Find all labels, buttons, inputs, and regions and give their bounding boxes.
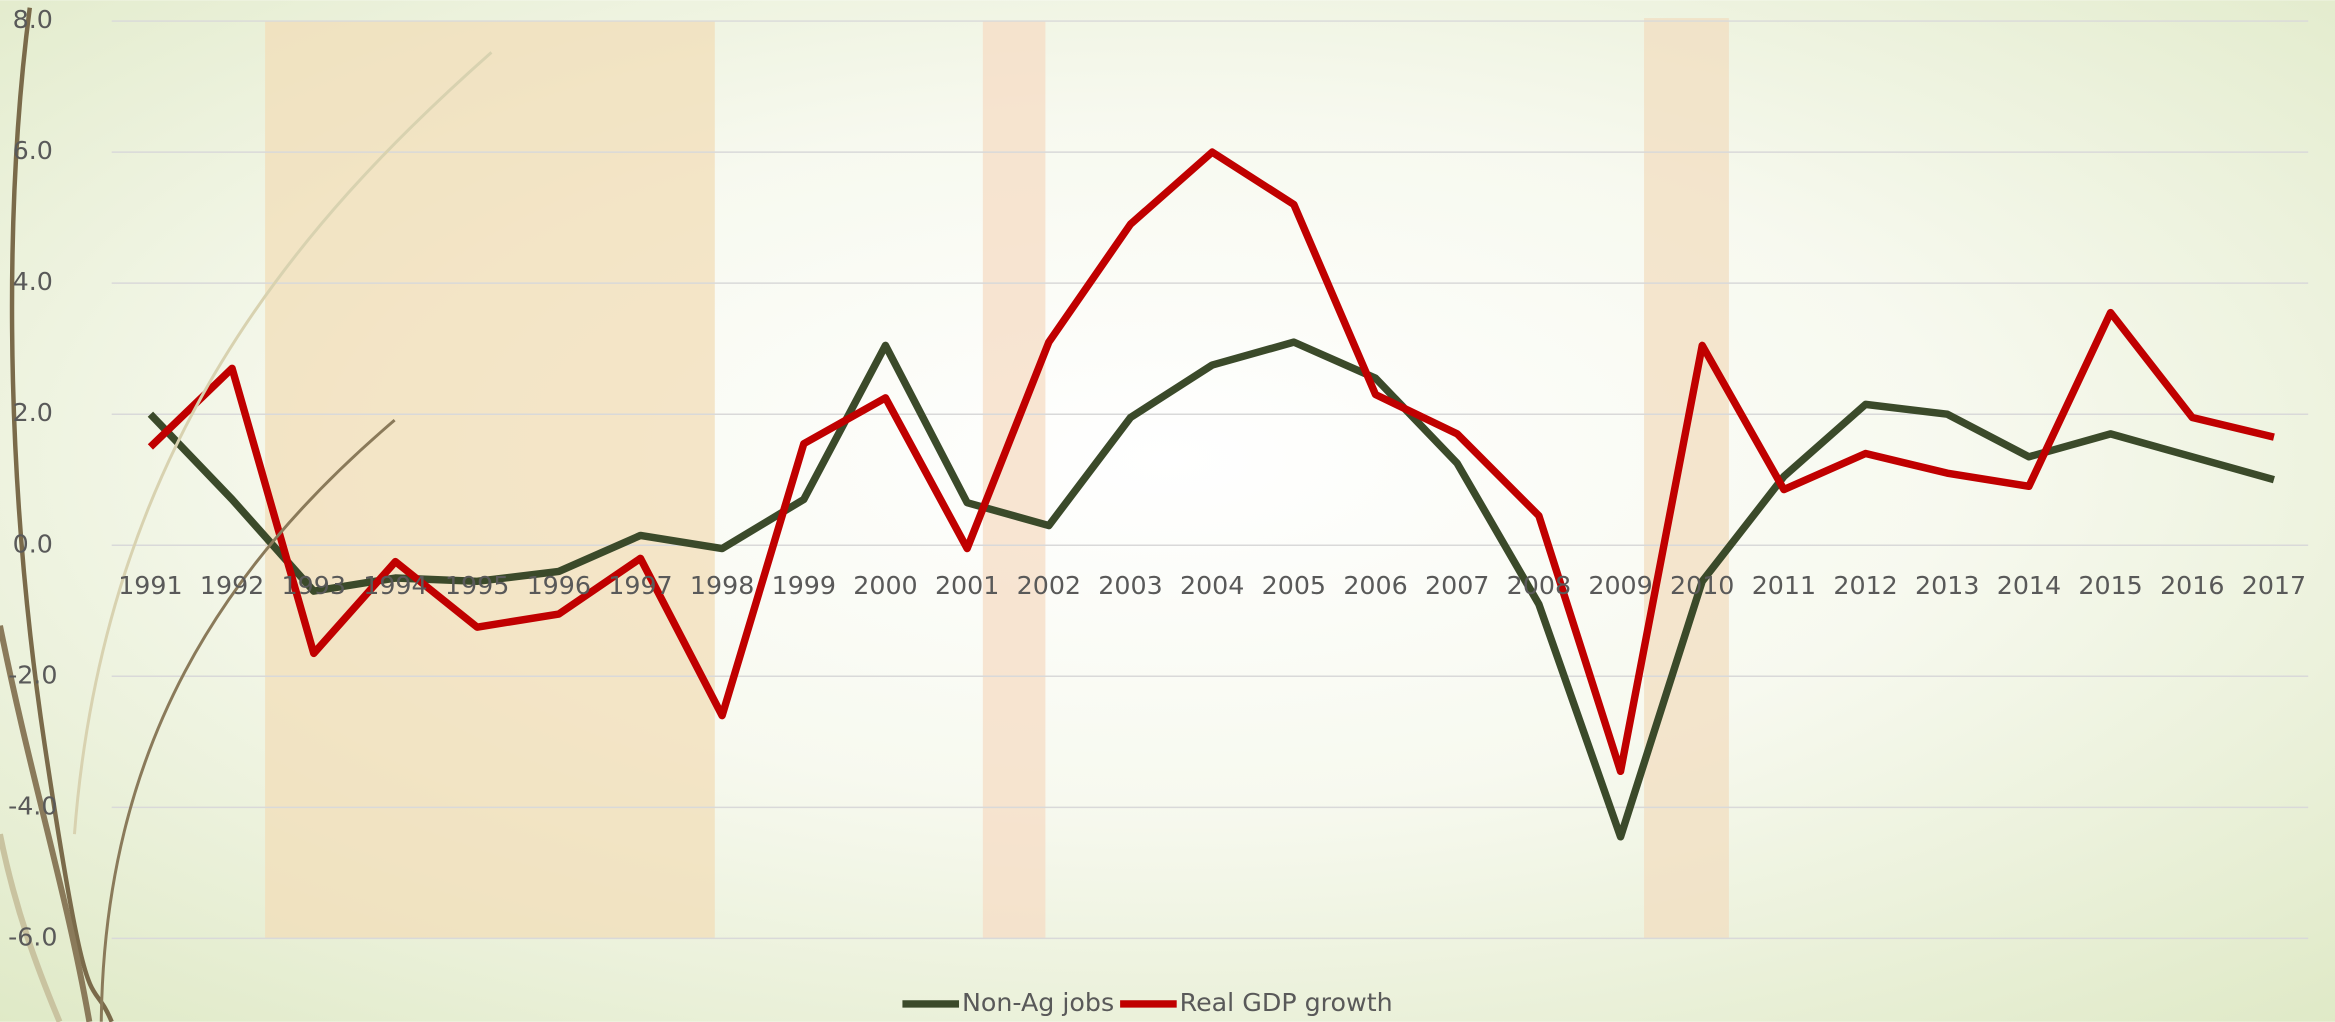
x-tick-label: 2005 [1262, 571, 1326, 600]
series-line [147, 338, 2275, 841]
x-tick-label: 2016 [2160, 571, 2224, 600]
x-tick-label: 2017 [2242, 571, 2306, 600]
y-tick-label: -4.0 [8, 791, 57, 820]
x-tick-label: 2011 [1752, 571, 1816, 600]
legend-label: Non-Ag jobs [962, 988, 1114, 1017]
legend: Non-Ag jobs Real GDP growth [902, 988, 1393, 1017]
x-tick-label: 1992 [200, 571, 264, 600]
shaded-period [265, 21, 715, 939]
x-tick-label: 1995 [445, 571, 509, 600]
legend-label: Real GDP growth [1180, 988, 1393, 1017]
decoration [72, 51, 493, 835]
y-tick-label: 6.0 [13, 136, 53, 165]
x-tick-label: 2007 [1425, 571, 1489, 600]
x-tick-label: 1993 [282, 571, 346, 600]
x-tick-label: 2014 [1997, 571, 2061, 600]
y-tick-label: 8.0 [13, 5, 53, 34]
x-tick-label: 2010 [1670, 571, 1734, 600]
x-tick-label: 1991 [118, 571, 182, 600]
x-tick-label: 2009 [1588, 571, 1652, 600]
series-line [147, 148, 2275, 776]
decoration [9, 7, 114, 1022]
x-tick-label: 2013 [1915, 571, 1979, 600]
x-tick-label: 2008 [1507, 571, 1571, 600]
lines [147, 148, 2275, 841]
decoration [99, 419, 396, 1022]
shaded-period [1644, 18, 1729, 939]
x-tick-label: 2001 [935, 571, 999, 600]
y-tick-label: 4.0 [13, 267, 53, 296]
x-tick-label: 2012 [1833, 571, 1897, 600]
y-tick-label: 2.0 [13, 398, 53, 427]
decoration [0, 625, 93, 1022]
x-tick-label: 1997 [608, 571, 672, 600]
x-tick-label: 1994 [363, 571, 427, 600]
x-tick-label: 2003 [1098, 571, 1162, 600]
decoration [0, 833, 63, 1022]
x-tick-label: 2002 [1017, 571, 1081, 600]
x-tick-label: 1996 [527, 571, 591, 600]
x-tick-label: 2006 [1343, 571, 1407, 600]
y-tick-label: -2.0 [8, 660, 57, 689]
x-tick-label: 1999 [772, 571, 836, 600]
y-tick-label: 0.0 [13, 529, 53, 558]
x-tick-label: 2004 [1180, 571, 1244, 600]
labels: 8.0 6.0 4.0 2.0 0.0 -2.0 -4.0 -6.0 1991 1992 1993 1… [8, 5, 2306, 951]
x-tick-label: 2015 [2078, 571, 2142, 600]
x-tick-label: 1998 [690, 571, 754, 600]
y-tick-label: -6.0 [8, 922, 57, 951]
x-tick-label: 2000 [853, 571, 917, 600]
